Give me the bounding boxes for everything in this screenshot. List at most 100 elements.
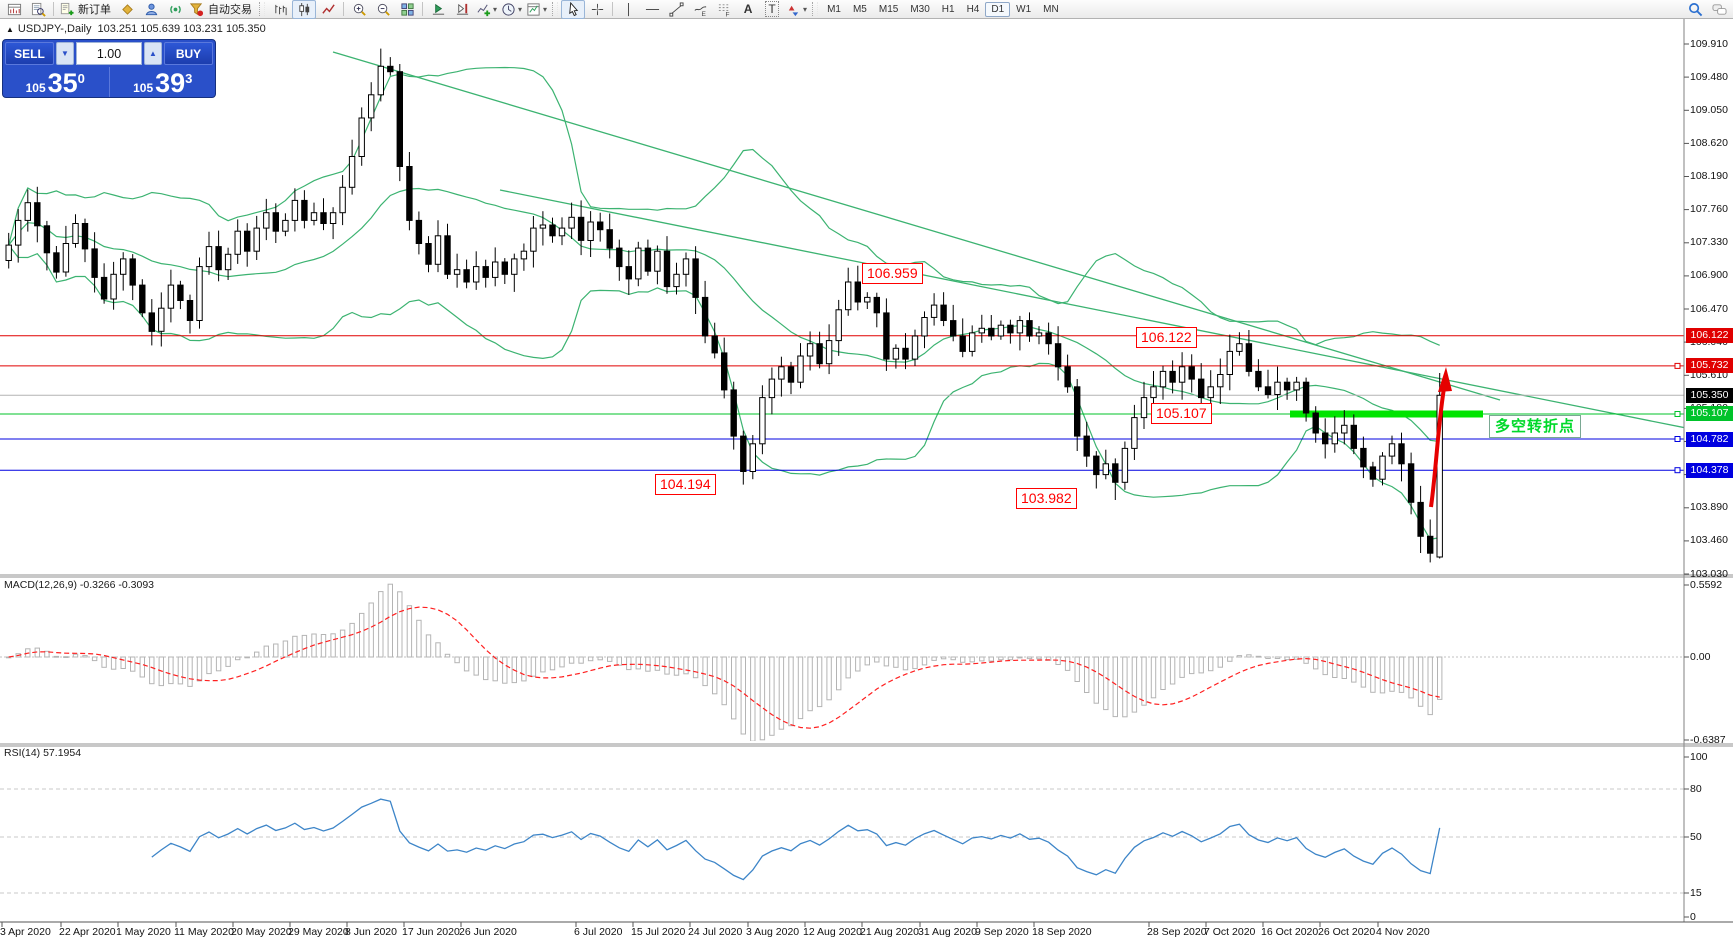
symbol-period-label: USDJPY-,Daily xyxy=(17,23,92,35)
toolbar-right-group xyxy=(1683,0,1731,19)
new-order-icon[interactable]: 新订单 xyxy=(57,0,115,19)
indicator-axis-tick: 50 xyxy=(1690,830,1702,843)
periods-clock-icon[interactable]: ▾ xyxy=(499,0,524,19)
sell-price-sup: 0 xyxy=(77,71,85,86)
sell-button[interactable]: SELL xyxy=(5,42,54,65)
date-axis-label: 26 Oct 2020 xyxy=(1318,926,1376,938)
price-axis-tick: 107.760 xyxy=(1690,203,1728,216)
fibonacci-icon[interactable]: F xyxy=(712,0,736,19)
zoom-in-icon[interactable] xyxy=(347,0,371,19)
metaeditor-icon[interactable] xyxy=(115,0,139,19)
volume-increase-button[interactable]: ▲ xyxy=(144,42,162,65)
indicator-axis-tick: 0 xyxy=(1690,910,1696,923)
price-axis-tick: 109.910 xyxy=(1690,37,1728,50)
vertical-line-icon[interactable] xyxy=(616,0,640,19)
buy-button[interactable]: BUY xyxy=(164,42,213,65)
timeframe-m15-button[interactable]: M15 xyxy=(878,3,899,15)
crosshair-icon[interactable] xyxy=(585,0,609,19)
macd-indicator-label: MACD(12,26,9) -0.3266 -0.3093 xyxy=(4,579,154,591)
new-chart-icon[interactable] xyxy=(2,0,26,19)
buy-price[interactable]: 105 39 3 xyxy=(111,67,216,97)
trendline-icon[interactable] xyxy=(664,0,688,19)
timeframe-h4-button[interactable]: H4 xyxy=(966,3,980,15)
auto-scroll-icon[interactable] xyxy=(426,0,450,19)
volume-decrease-button[interactable]: ▼ xyxy=(56,42,74,65)
timeframe-m1-button[interactable]: M1 xyxy=(827,3,841,15)
price-axis-tick: 103.890 xyxy=(1690,501,1728,514)
trend-reversal-note[interactable]: 多空转折点 xyxy=(1489,415,1582,438)
date-axis-label: 22 Apr 2020 xyxy=(59,926,116,938)
indicators-icon-dropdown[interactable]: ▾ xyxy=(493,4,498,14)
date-axis-label: 20 May 2020 xyxy=(231,926,292,938)
toolbar-sep xyxy=(612,2,614,16)
chat-icon[interactable] xyxy=(1707,0,1731,19)
toolbar-grip xyxy=(812,2,819,16)
signals-icon[interactable] xyxy=(163,0,187,19)
date-axis-label: 1 May 2020 xyxy=(116,926,171,938)
profile-icon[interactable] xyxy=(139,0,163,19)
indicator-axis-tick: 100 xyxy=(1690,750,1708,763)
price-annotation-106-959[interactable]: 106.959 xyxy=(862,263,923,284)
indicator-axis-tick: 80 xyxy=(1690,782,1702,795)
autotrading-icon[interactable]: 自动交易 xyxy=(187,0,256,19)
equidistant-channel-icon[interactable]: E xyxy=(688,0,712,19)
templates-icon[interactable]: ▾ xyxy=(524,0,549,19)
tile-windows-icon[interactable] xyxy=(395,0,419,19)
arrows-objects-icon[interactable]: ▾ xyxy=(784,0,809,19)
search-icon[interactable] xyxy=(1683,0,1707,19)
date-axis-label: 21 Aug 2020 xyxy=(860,926,919,938)
date-axis-label: 12 Aug 2020 xyxy=(803,926,862,938)
zoom-out-icon[interactable] xyxy=(371,0,395,19)
new-order-icon-label: 新订单 xyxy=(78,4,111,16)
price-annotation-104-194[interactable]: 104.194 xyxy=(655,474,716,495)
indicator-axis-tick: 0.5592 xyxy=(1690,578,1723,591)
ohlc-values: 103.251 105.639 103.231 105.350 xyxy=(97,23,266,35)
arrows-objects-icon-dropdown[interactable]: ▾ xyxy=(803,4,808,14)
chart-title: ▲ USDJPY-,Daily 103.251 105.639 103.231 10… xyxy=(6,23,266,35)
timeframe-m5-button[interactable]: M5 xyxy=(852,3,867,15)
date-axis-label: 28 Sep 2020 xyxy=(1147,926,1207,938)
text-icon[interactable]: A xyxy=(743,2,753,16)
line-chart-icon[interactable] xyxy=(316,0,340,19)
timeframe-mn-button[interactable]: MN xyxy=(1043,3,1059,15)
timeframe-m30-button[interactable]: M30 xyxy=(910,3,930,15)
price-axis-tick: 108.620 xyxy=(1690,136,1728,149)
periods-clock-icon-dropdown[interactable]: ▾ xyxy=(518,4,523,14)
sell-price[interactable]: 105 35 0 xyxy=(3,67,108,97)
indicators-icon[interactable]: ▾ xyxy=(474,0,499,19)
price-axis-tick: 107.330 xyxy=(1690,236,1728,249)
horizontal-line-icon[interactable] xyxy=(640,0,664,19)
timeframe-d1-button[interactable]: D1 xyxy=(985,1,1011,17)
text-label-icon[interactable]: T xyxy=(760,0,784,19)
candlestick-chart-icon[interactable] xyxy=(292,0,316,19)
date-axis-label: 6 Jul 2020 xyxy=(574,926,623,938)
chart-preview-icon[interactable] xyxy=(26,0,50,19)
date-axis-label: 26 Jun 2020 xyxy=(459,926,517,938)
buy-price-sup: 3 xyxy=(185,71,193,86)
date-axis-label: 4 Nov 2020 xyxy=(1376,926,1430,938)
toolbar-grip xyxy=(259,2,265,16)
svg-text:F: F xyxy=(725,11,729,16)
price-tag-105-107: 105.107 xyxy=(1686,406,1733,422)
toolbar-sep xyxy=(422,2,423,16)
chart-shift-icon[interactable] xyxy=(450,0,474,19)
price-tag-105-732: 105.732 xyxy=(1686,358,1733,374)
cursor-icon[interactable] xyxy=(561,0,586,19)
price-axis-tick: 103.030 xyxy=(1690,567,1728,580)
date-axis-label: 15 Jul 2020 xyxy=(631,926,686,938)
bar-chart-icon[interactable] xyxy=(268,0,292,19)
indicator-axis-tick: -0.6387 xyxy=(1690,733,1726,746)
timeframe-w1-button[interactable]: W1 xyxy=(1016,3,1032,15)
timeframe-h1-button[interactable]: H1 xyxy=(941,3,955,15)
toolbar-grip xyxy=(552,2,559,16)
volume-input[interactable] xyxy=(76,42,142,65)
price-axis-tick: 109.480 xyxy=(1690,70,1728,83)
price-annotation-103-982[interactable]: 103.982 xyxy=(1016,488,1077,509)
templates-icon-dropdown[interactable]: ▾ xyxy=(543,4,548,14)
date-axis-label: 8 Jun 2020 xyxy=(345,926,397,938)
toolbar-sep xyxy=(343,2,344,16)
price-annotation-105-107[interactable]: 105.107 xyxy=(1151,403,1212,424)
price-annotation-106-122[interactable]: 106.122 xyxy=(1136,327,1197,348)
sell-price-main: 35 xyxy=(47,68,78,98)
